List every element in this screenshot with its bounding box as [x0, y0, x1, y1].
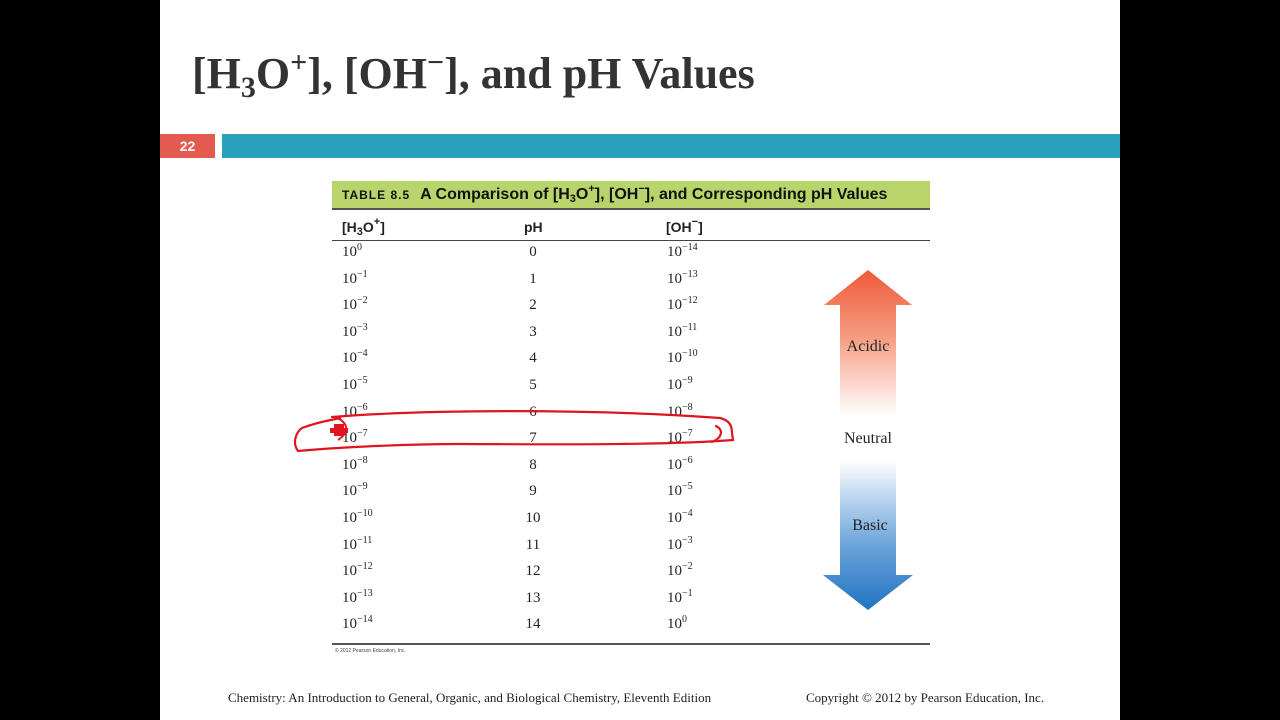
cell-oh: 10−4	[667, 508, 693, 527]
cell-oh: 10−13	[667, 268, 698, 287]
cell-h3o: 10−7	[342, 428, 368, 447]
cell-oh: 10−1	[667, 587, 693, 606]
acidic-arrow	[824, 270, 912, 416]
cell-oh: 10−3	[667, 534, 693, 553]
cell-h3o: 10−5	[342, 375, 368, 394]
cell-h3o: 10−8	[342, 454, 368, 473]
slide: [H3O+], [OH−], and pH Values 22 TABLE 8.…	[160, 0, 1120, 720]
cell-h3o: 10−11	[342, 534, 373, 553]
cell-oh: 10−5	[667, 481, 693, 500]
cell-h3o: 10−12	[342, 561, 373, 580]
cell-h3o: 100	[342, 242, 362, 261]
cell-h3o: 10−4	[342, 348, 368, 367]
column-header-oh: [OH−]	[666, 216, 703, 236]
cell-h3o: 10−13	[342, 587, 373, 606]
table-credit: © 2012 Pearson Education, Inc.	[335, 648, 406, 654]
cell-ph: 7	[529, 430, 537, 447]
accent-bar	[222, 134, 1120, 158]
column-header-ph: pH	[524, 219, 543, 235]
cell-ph: 13	[525, 589, 541, 606]
cell-oh: 10−6	[667, 454, 693, 473]
cell-oh: 10−8	[667, 401, 693, 420]
slide-number-badge: 22	[160, 134, 215, 158]
acidic-label: Acidic	[846, 338, 890, 355]
cell-oh: 10−7	[667, 428, 693, 447]
cell-h3o: 10−6	[342, 401, 368, 420]
cell-ph: 2	[529, 297, 537, 314]
cell-ph: 4	[529, 350, 537, 367]
footer-copyright: Copyright © 2012 by Pearson Education, I…	[806, 690, 1045, 705]
cell-ph: 1	[529, 270, 537, 287]
cell-h3o: 10−1	[342, 268, 368, 287]
cell-h3o: 10−14	[342, 614, 373, 633]
cell-oh: 10−11	[667, 321, 698, 340]
cell-h3o: 10−10	[342, 508, 373, 527]
cell-oh: 10−10	[667, 348, 698, 367]
slide-title: [H3O+], [OH−], and pH Values	[192, 46, 755, 104]
ph-scale-graphic	[823, 270, 913, 610]
cell-oh: 10−14	[667, 242, 698, 261]
column-header-h3o: [H3O+]	[342, 216, 385, 238]
cell-ph: 5	[529, 377, 537, 393]
cell-ph: 14	[525, 616, 541, 633]
cell-h3o: 10−9	[342, 481, 368, 500]
cell-oh: 10−2	[667, 561, 693, 580]
table-label: TABLE 8.5	[342, 188, 411, 202]
table-caption: TABLE 8.5 A Comparison of [H3O+], [OH−], …	[332, 181, 930, 210]
cell-ph: 8	[529, 456, 537, 473]
pen-annotation	[293, 410, 735, 453]
footer-book-title: Chemistry: An Introduction to General, O…	[228, 690, 712, 705]
cell-ph: 11	[525, 536, 541, 553]
bottom-rule	[332, 643, 930, 645]
cell-ph: 10	[525, 510, 541, 526]
cell-h3o: 10−3	[342, 321, 368, 340]
cell-oh: 10−12	[667, 295, 698, 314]
cell-ph: 6	[529, 403, 537, 420]
cell-oh: 100	[667, 614, 687, 633]
cell-ph: 0	[529, 244, 537, 260]
cell-ph: 9	[529, 483, 537, 500]
header-rule	[332, 240, 930, 241]
basic-label: Basic	[852, 517, 888, 534]
cell-oh: 10−9	[667, 375, 693, 394]
neutral-label: Neutral	[844, 430, 892, 447]
cell-ph: 3	[529, 323, 537, 340]
cell-h3o: 10−2	[342, 295, 368, 314]
basic-arrow	[823, 460, 913, 610]
cell-ph: 12	[525, 563, 541, 580]
